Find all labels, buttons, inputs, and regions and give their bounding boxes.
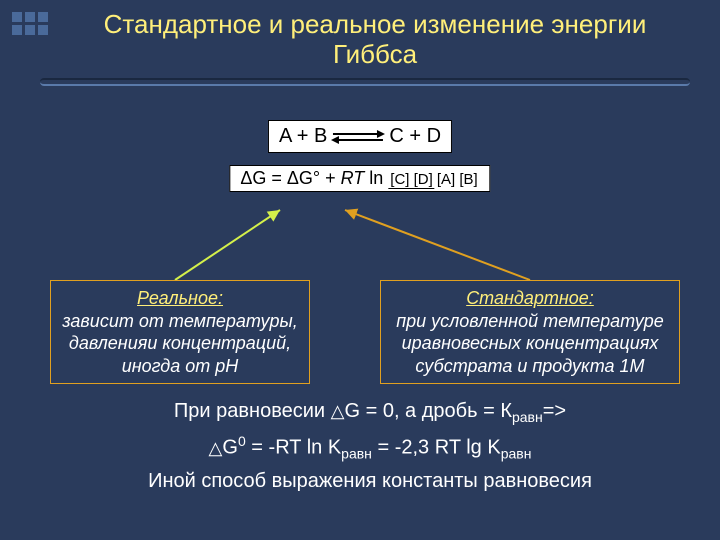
body-lines: При равновесии △G = 0, а дробь = Кравн=>… [60,400,680,501]
reaction-right: C + D [389,125,441,148]
note-real: Реальное: зависит от температуры, давлен… [50,280,310,384]
equation-gibbs: ΔG = ΔG° + RT ln [C] [D][A] [B] [229,165,490,192]
note-std-head: Стандартное: [391,287,669,310]
eq-fraction: [C] [D][A] [B] [388,172,479,187]
triangle-icon: △ [209,438,223,459]
line-3: Иной способ выражения константы равновес… [60,470,680,493]
title-divider [40,78,690,86]
equation-reaction: A + B C + D [268,120,452,153]
slide-bullets-deco [12,12,48,35]
note-std-l2: иравновесных концентрациях [391,332,669,355]
slide-title: Стандартное и реальное изменение энергии… [60,10,690,70]
triangle-icon: △ [331,401,345,422]
line-2: △G0 = -RT ln Kравн = -2,3 RT lg Kравн [60,433,680,462]
equilibrium-arrow-icon [333,130,383,144]
eq-num: [C] [D] [388,171,435,189]
line-1: При равновесии △G = 0, а дробь = Кравн=> [60,400,680,425]
eq-dg: ΔG = ΔG° + [240,168,340,188]
note-std-l1: при условленной температуре [391,310,669,333]
eq-rt: RT [341,168,365,188]
reaction-left: A + B [279,125,327,148]
note-real-l2: давленияи концентраций, [61,332,299,355]
note-real-head: Реальное: [61,287,299,310]
eq-den: [A] [B] [435,171,480,188]
note-std-l3: субстрата и продукта 1М [391,355,669,378]
eq-ln: ln [364,168,388,188]
note-standard: Стандартное: при условленной температуре… [380,280,680,384]
note-real-l1: зависит от температуры, [61,310,299,333]
note-real-l3: иногда от рН [61,355,299,378]
